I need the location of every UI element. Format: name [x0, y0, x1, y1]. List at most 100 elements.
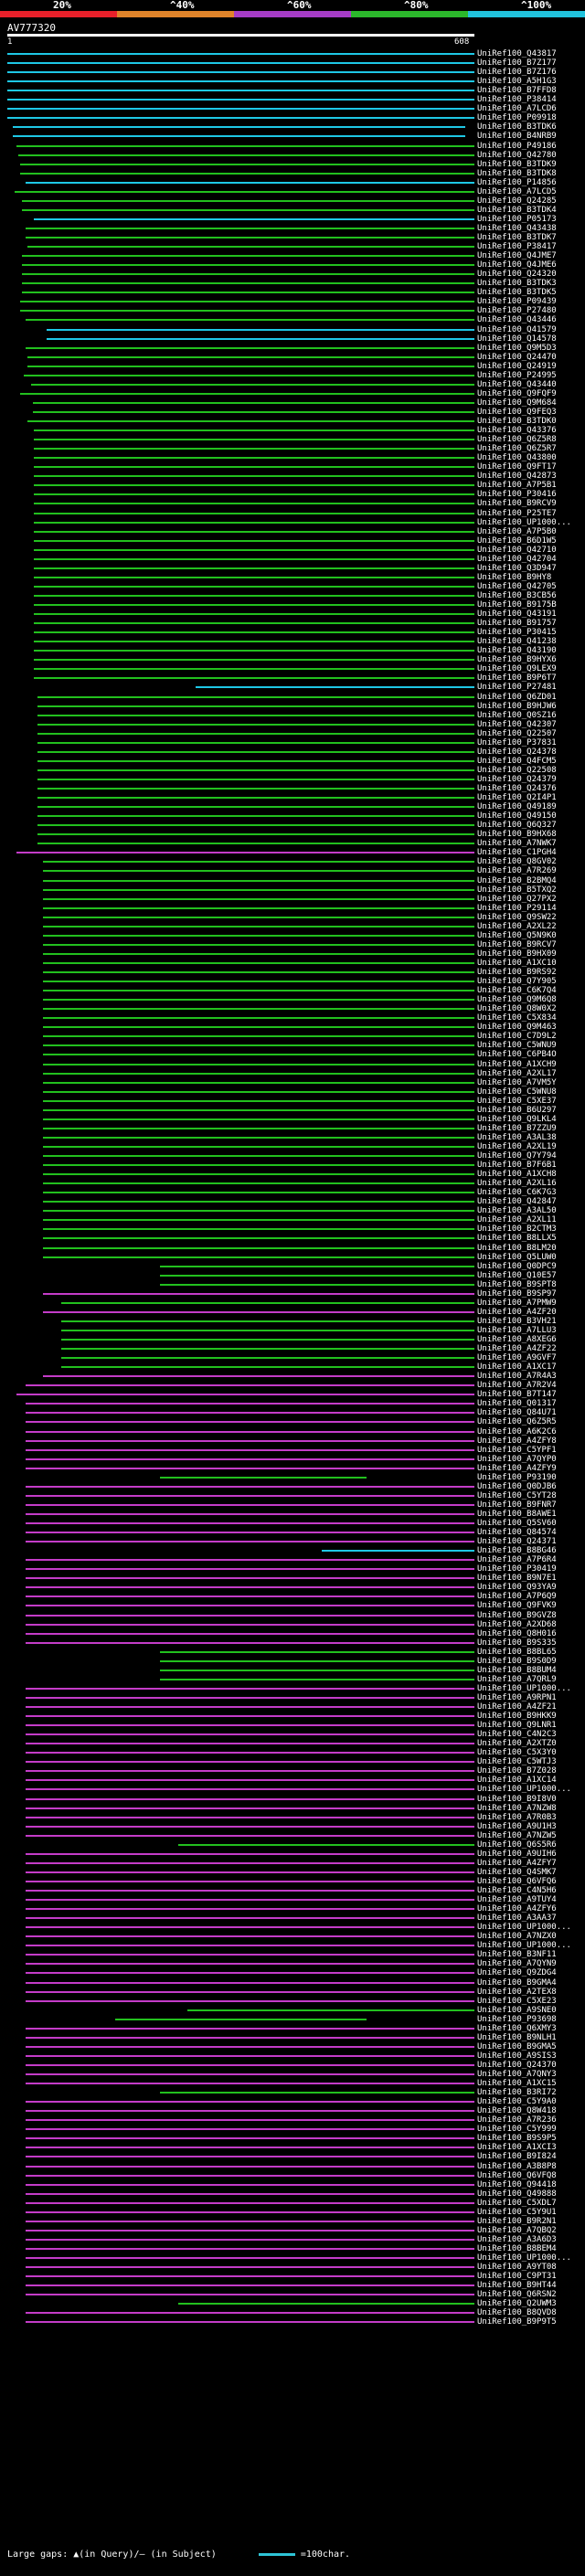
hit-row[interactable]: UniRef100_A7R4A3 — [0, 1372, 585, 1381]
hit-row[interactable]: UniRef100_Q01317 — [0, 1399, 585, 1408]
hit-row[interactable]: UniRef100_A2XTZ0 — [0, 1739, 585, 1748]
hit-row[interactable]: UniRef100_Q4FCM5 — [0, 757, 585, 766]
hit-label[interactable]: UniRef100_B9HT44 — [477, 2281, 557, 2291]
hit-row[interactable]: UniRef100_B9I824 — [0, 2152, 585, 2161]
hit-label[interactable]: UniRef100_P27480 — [477, 306, 557, 316]
hit-label[interactable]: UniRef100_Q8H016 — [477, 1628, 557, 1638]
hit-row[interactable]: UniRef100_Q6Z5R7 — [0, 444, 585, 453]
hit-label[interactable]: UniRef100_Q0SZ16 — [477, 710, 557, 720]
hit-row[interactable]: UniRef100_B9HYX6 — [0, 655, 585, 664]
hit-label[interactable]: UniRef100_UP1000... — [477, 1923, 571, 1933]
hit-row[interactable]: UniRef100_Q41238 — [0, 637, 585, 646]
hit-row[interactable]: UniRef100_B9HX68 — [0, 830, 585, 839]
hit-row[interactable]: UniRef100_A6K2C6 — [0, 1427, 585, 1436]
hit-label[interactable]: UniRef100_Q10E57 — [477, 1270, 557, 1280]
hit-label[interactable]: UniRef100_A7QYN9 — [477, 1959, 557, 1969]
hit-row[interactable]: UniRef100_B9N7E1 — [0, 1574, 585, 1583]
hit-label[interactable]: UniRef100_Q6S5R6 — [477, 1839, 557, 1850]
hit-row[interactable]: UniRef100_B9P6T7 — [0, 673, 585, 683]
hit-row[interactable]: UniRef100_Q94418 — [0, 2180, 585, 2189]
hit-label[interactable]: UniRef100_Q24371 — [477, 1537, 557, 1547]
hit-row[interactable]: UniRef100_A1XC14 — [0, 1776, 585, 1785]
hit-row[interactable]: UniRef100_Q42710 — [0, 546, 585, 555]
hit-label[interactable]: UniRef100_B9SP97 — [477, 1288, 557, 1299]
hit-row[interactable]: UniRef100_A2XL17 — [0, 1069, 585, 1078]
hit-row[interactable]: UniRef100_Q9SW22 — [0, 913, 585, 922]
hit-label[interactable]: UniRef100_A2TEX8 — [477, 1987, 557, 1997]
hit-row[interactable]: UniRef100_A7PMW9 — [0, 1299, 585, 1308]
hit-label[interactable]: UniRef100_C5YPF1 — [477, 1445, 557, 1455]
hit-label[interactable]: UniRef100_B7FFD8 — [477, 86, 557, 96]
hit-row[interactable]: UniRef100_A1XC15 — [0, 2079, 585, 2088]
hit-label[interactable]: UniRef100_Q42847 — [477, 1197, 557, 1207]
hit-label[interactable]: UniRef100_A7LLU3 — [477, 1325, 557, 1335]
hit-row[interactable]: UniRef100_Q8GV02 — [0, 857, 585, 866]
hit-label[interactable]: UniRef100_Q8GV02 — [477, 857, 557, 867]
hit-row[interactable]: UniRef100_A9UIH6 — [0, 1850, 585, 1859]
hit-label[interactable]: UniRef100_C6PB4O — [477, 1050, 557, 1060]
hit-row[interactable]: UniRef100_B9P9T5 — [0, 2317, 585, 2327]
hit-row[interactable]: UniRef100_Q9FVK9 — [0, 1601, 585, 1610]
hit-row[interactable]: UniRef100_B8QVD8 — [0, 2308, 585, 2317]
hit-label[interactable]: UniRef100_Q41238 — [477, 637, 557, 647]
hit-label[interactable]: UniRef100_Q24285 — [477, 196, 557, 206]
hit-label[interactable]: UniRef100_A9SNE0 — [477, 2005, 557, 2015]
hit-row[interactable]: UniRef100_Q0DPC9 — [0, 1262, 585, 1271]
hit-label[interactable]: UniRef100_C5WNU9 — [477, 1041, 557, 1051]
hit-label[interactable]: UniRef100_A8XEG6 — [477, 1335, 557, 1344]
hit-label[interactable]: UniRef100_B9I8V0 — [477, 1794, 557, 1804]
hit-row[interactable]: UniRef100_B8BUM4 — [0, 1666, 585, 1675]
hit-label[interactable]: UniRef100_UP1000... — [477, 2253, 571, 2263]
hit-row[interactable]: UniRef100_C5Y999 — [0, 2125, 585, 2134]
hit-row[interactable]: UniRef100_A7QRL9 — [0, 1675, 585, 1684]
hit-label[interactable]: UniRef100_B2BMQ4 — [477, 875, 557, 885]
hit-row[interactable]: UniRef100_B9R2N1 — [0, 2217, 585, 2226]
hit-label[interactable]: UniRef100_Q24919 — [477, 361, 557, 371]
hit-row[interactable]: UniRef100_Q10E57 — [0, 1271, 585, 1280]
hit-label[interactable]: UniRef100_Q94418 — [477, 2179, 557, 2189]
hit-label[interactable]: UniRef100_A1XCI3 — [477, 2143, 557, 2153]
hit-row[interactable]: UniRef100_Q2UWM3 — [0, 2299, 585, 2308]
hit-label[interactable]: UniRef100_Q5SV60 — [477, 1519, 557, 1528]
hit-label[interactable]: UniRef100_A7LCD6 — [477, 104, 557, 114]
hit-label[interactable]: UniRef100_Q9ZDG4 — [477, 1968, 557, 1978]
hit-label[interactable]: UniRef100_Q22507 — [477, 728, 557, 738]
hit-label[interactable]: UniRef100_P38417 — [477, 242, 557, 252]
hit-label[interactable]: UniRef100_B9RCV9 — [477, 499, 557, 509]
hit-label[interactable]: UniRef100_P09918 — [477, 113, 557, 123]
hit-row[interactable]: UniRef100_C9PT31 — [0, 2272, 585, 2281]
hit-label[interactable]: UniRef100_B3VH21 — [477, 1316, 557, 1326]
hit-label[interactable]: UniRef100_B3TDK5 — [477, 288, 557, 298]
hit-row[interactable]: UniRef100_B3TDK4 — [0, 206, 585, 215]
hit-label[interactable]: UniRef100_B9HX68 — [477, 830, 557, 840]
hit-label[interactable]: UniRef100_A6K2C6 — [477, 1426, 557, 1436]
hit-row[interactable]: UniRef100_A9RPN1 — [0, 1693, 585, 1702]
hit-label[interactable]: UniRef100_B6D1W5 — [477, 535, 557, 546]
hit-label[interactable]: UniRef100_Q6XMY3 — [477, 2023, 557, 2033]
hit-label[interactable]: UniRef100_P30415 — [477, 628, 557, 638]
hit-row[interactable]: UniRef100_Q93YA9 — [0, 1583, 585, 1592]
hit-row[interactable]: UniRef100_A7NWK7 — [0, 839, 585, 848]
hit-row[interactable]: UniRef100_Q42873 — [0, 472, 585, 481]
hit-row[interactable]: UniRef100_Q8H016 — [0, 1629, 585, 1638]
hit-label[interactable]: UniRef100_B9R2N1 — [477, 2216, 557, 2226]
hit-row[interactable]: UniRef100_Q6XMY3 — [0, 2024, 585, 2033]
hit-row[interactable]: UniRef100_A3AL38 — [0, 1133, 585, 1142]
hit-row[interactable]: UniRef100_B3TDK6 — [0, 122, 585, 132]
hit-row[interactable]: UniRef100_UP1000... — [0, 2253, 585, 2263]
hit-label[interactable]: UniRef100_B3NF11 — [477, 1950, 557, 1960]
hit-row[interactable]: UniRef100_A5H1G3 — [0, 77, 585, 86]
hit-row[interactable]: UniRef100_B8LM20 — [0, 1244, 585, 1253]
hit-row[interactable]: UniRef100_Q24285 — [0, 196, 585, 206]
hit-label[interactable]: UniRef100_A7P5B0 — [477, 526, 557, 536]
hit-label[interactable]: UniRef100_A7NZW8 — [477, 1803, 557, 1813]
hit-label[interactable]: UniRef100_A7P5B1 — [477, 481, 557, 491]
hit-row[interactable]: UniRef100_Q24370 — [0, 2061, 585, 2070]
hit-row[interactable]: UniRef100_UP1000... — [0, 1923, 585, 1932]
hit-row[interactable]: UniRef100_B9I8V0 — [0, 1795, 585, 1804]
hit-row[interactable]: UniRef100_C7D9L2 — [0, 1032, 585, 1041]
hit-row[interactable]: UniRef100_P09918 — [0, 113, 585, 122]
hit-row[interactable]: UniRef100_C5YPF1 — [0, 1446, 585, 1455]
hit-row[interactable]: UniRef100_Q43800 — [0, 453, 585, 462]
hit-row[interactable]: UniRef100_Q0SZ16 — [0, 711, 585, 720]
